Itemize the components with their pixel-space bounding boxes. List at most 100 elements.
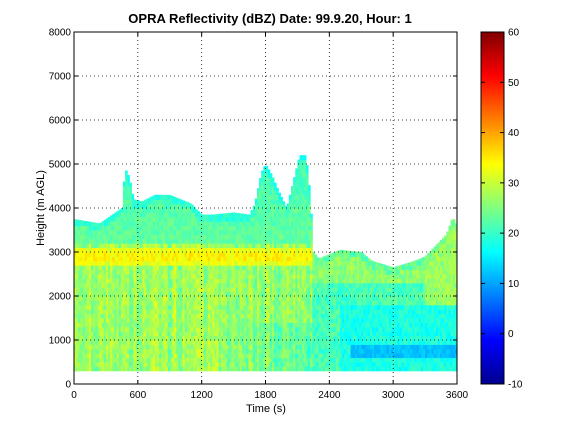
heatmap-cell <box>154 366 158 372</box>
heatmap-cell <box>135 335 139 341</box>
heatmap-cell <box>237 313 241 319</box>
heatmap-cell <box>112 362 115 367</box>
heatmap-cell <box>322 274 326 279</box>
heatmap-cell <box>246 230 249 235</box>
heatmap-cell <box>303 296 307 301</box>
heatmap-cell <box>280 238 284 244</box>
heatmap-cell <box>178 260 181 266</box>
heatmap-cell <box>150 225 154 231</box>
heatmap-cell <box>320 353 324 359</box>
heatmap-cell <box>120 274 124 279</box>
heatmap-cell <box>169 269 173 275</box>
heatmap-cell <box>195 216 198 222</box>
heatmap-cell <box>120 252 124 257</box>
heatmap-cell <box>156 304 160 310</box>
heatmap-cell <box>308 318 311 323</box>
heatmap-cell <box>122 230 126 235</box>
heatmap-cell <box>229 362 232 367</box>
heatmap-cell <box>171 322 175 328</box>
heatmap-cell <box>176 221 179 227</box>
heatmap-cell <box>144 278 147 284</box>
heatmap-cell <box>161 216 164 222</box>
heatmap-cell <box>159 256 162 262</box>
heatmap-cell <box>314 300 318 306</box>
heatmap-cell <box>269 304 273 310</box>
heatmap-cell <box>269 177 273 183</box>
heatmap-cell <box>256 212 260 218</box>
heatmap-cell <box>308 335 311 341</box>
heatmap-cell <box>237 238 241 244</box>
heatmap-cell <box>271 278 275 284</box>
heatmap-cell <box>205 304 209 310</box>
heatmap-cell <box>271 304 275 310</box>
heatmap-cell <box>256 199 260 205</box>
heatmap-cell <box>271 344 275 350</box>
heatmap-cell <box>280 230 284 235</box>
heatmap-cell <box>186 335 190 341</box>
heatmap-cell <box>339 309 343 315</box>
heatmap-cell <box>250 238 254 244</box>
heatmap-cell <box>250 348 254 354</box>
heatmap-cell <box>256 313 260 319</box>
heatmap-cell <box>254 348 258 354</box>
heatmap-cell <box>163 269 166 275</box>
heatmap-cell <box>197 309 201 315</box>
heatmap-cell <box>127 282 130 288</box>
heatmap-cell <box>242 269 245 275</box>
heatmap-cell <box>310 366 313 372</box>
heatmap-cell <box>352 357 356 363</box>
heatmap-cell <box>348 353 352 359</box>
heatmap-cell <box>235 326 239 332</box>
heatmap-cell <box>293 199 296 205</box>
heatmap-cell <box>331 269 335 275</box>
heatmap-cell <box>108 247 111 253</box>
heatmap-cell <box>129 212 132 218</box>
heatmap-cell <box>214 221 218 227</box>
heatmap-cell <box>263 216 266 222</box>
heatmap-cell <box>167 269 171 275</box>
heatmap-cell <box>193 287 196 293</box>
heatmap-cell <box>267 357 271 363</box>
heatmap-cell <box>139 282 143 288</box>
heatmap-cell <box>303 291 307 297</box>
heatmap-cell <box>167 256 171 262</box>
heatmap-cell <box>152 234 156 240</box>
heatmap-cell <box>127 326 130 332</box>
heatmap-cell <box>148 212 152 218</box>
heatmap-cell <box>335 340 339 345</box>
heatmap-cell <box>284 208 288 213</box>
heatmap-cell <box>80 348 84 354</box>
heatmap-cell <box>95 238 98 244</box>
heatmap-cell <box>154 252 158 257</box>
heatmap-cell <box>212 243 215 249</box>
heatmap-cell <box>333 353 337 359</box>
heatmap-cell <box>299 340 303 345</box>
heatmap-cell <box>267 353 271 359</box>
heatmap-cell <box>263 313 266 319</box>
heatmap-cell <box>303 357 307 363</box>
heatmap-cell <box>78 278 81 284</box>
heatmap-cell <box>197 243 201 249</box>
heatmap-cell <box>135 269 139 275</box>
heatmap-cell <box>254 212 258 218</box>
heatmap-cell <box>261 282 264 288</box>
heatmap-cell <box>356 322 360 328</box>
heatmap-cell <box>284 291 288 297</box>
heatmap-cell <box>288 340 292 345</box>
heatmap-cell <box>131 340 135 345</box>
heatmap-cell <box>359 304 362 310</box>
heatmap-cell <box>80 304 84 310</box>
heatmap-cell <box>101 322 105 328</box>
heatmap-cell <box>171 357 175 363</box>
heatmap-cell <box>299 300 303 306</box>
heatmap-cell <box>229 313 232 319</box>
heatmap-cell <box>235 216 239 222</box>
heatmap-cell <box>276 366 279 372</box>
heatmap-cell <box>308 282 311 288</box>
heatmap-cell <box>231 309 235 315</box>
heatmap-cell <box>310 221 313 227</box>
heatmap-cell <box>265 269 269 275</box>
heatmap-cell <box>116 296 120 301</box>
heatmap-cell <box>112 313 115 319</box>
